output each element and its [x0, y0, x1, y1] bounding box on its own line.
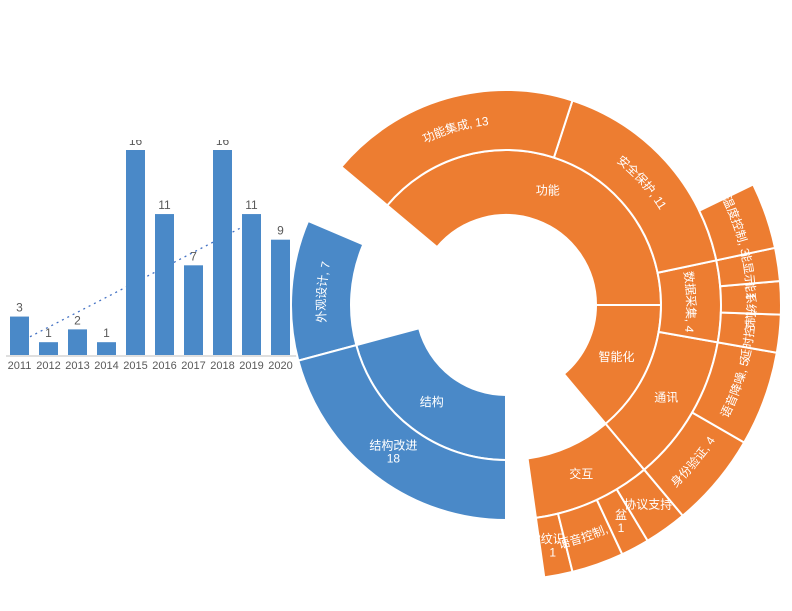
- ring1-label: 结构: [420, 394, 444, 409]
- ring2-label: 交互: [569, 466, 593, 481]
- x-axis-label: 2011: [8, 360, 32, 372]
- sunburst-chart: 智能化功能结构交互通讯数据采集, 4安全保护, 11功能集成, 13外观设计, …: [220, 0, 792, 611]
- x-axis-label: 2012: [36, 360, 60, 372]
- ring2-label: 通讯: [654, 391, 678, 405]
- sunburst-center: [416, 215, 596, 395]
- bar-value-label: 1: [103, 326, 110, 340]
- bar-value-label: 16: [129, 140, 143, 148]
- bar-value-label: 7: [190, 249, 197, 263]
- x-axis-label: 2013: [65, 360, 89, 372]
- bar-value-label: 3: [16, 301, 23, 315]
- bar: [126, 150, 145, 355]
- x-axis-label: 2014: [94, 360, 118, 372]
- x-axis-label: 2015: [123, 360, 147, 372]
- ring1-label: 智能化: [599, 349, 635, 364]
- bar: [39, 342, 58, 355]
- bar-value-label: 1: [45, 326, 52, 340]
- bar: [97, 342, 116, 355]
- bar-value-label: 2: [74, 313, 81, 327]
- ring1-label: 功能: [536, 184, 560, 198]
- bar: [184, 265, 203, 355]
- bar: [155, 214, 174, 355]
- bar: [10, 317, 29, 355]
- ring3-label: 协议支持: [624, 497, 672, 512]
- bar-value-label: 11: [158, 198, 171, 212]
- bar: [68, 329, 87, 355]
- x-axis-label: 2016: [152, 360, 176, 372]
- x-axis-label: 2017: [181, 360, 205, 372]
